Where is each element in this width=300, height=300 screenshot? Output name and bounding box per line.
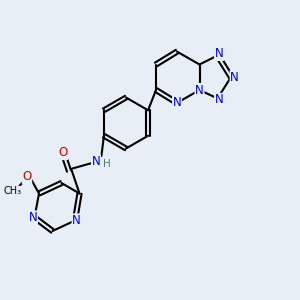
Text: N: N (214, 93, 224, 106)
Text: CH₃: CH₃ (4, 186, 22, 197)
Text: N: N (92, 155, 100, 168)
Text: N: N (72, 214, 81, 227)
Text: N: N (172, 96, 182, 110)
Text: O: O (58, 146, 68, 160)
Text: N: N (28, 211, 38, 224)
Text: N: N (214, 47, 224, 61)
Text: N: N (195, 83, 204, 97)
Text: O: O (22, 170, 32, 184)
Text: H: H (103, 159, 111, 169)
Text: N: N (230, 70, 239, 84)
